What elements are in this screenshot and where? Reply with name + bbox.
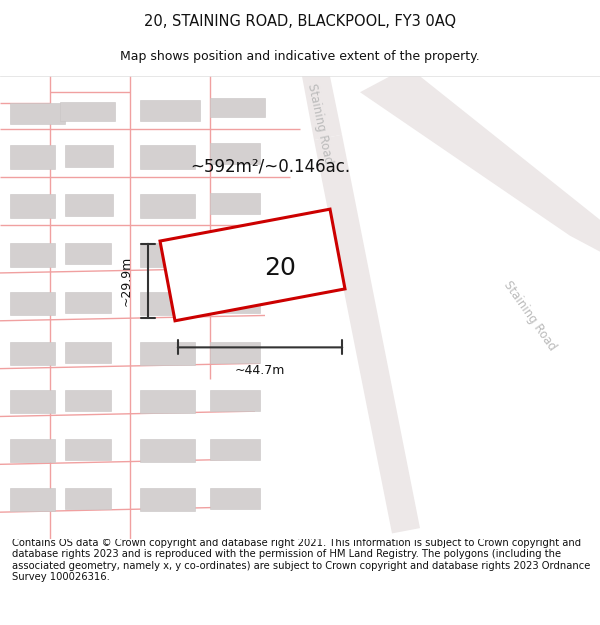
Text: ~592m²/~0.146ac.: ~592m²/~0.146ac. <box>190 158 350 176</box>
Bar <box>140 292 195 316</box>
Text: ~29.9m: ~29.9m <box>119 256 133 306</box>
Bar <box>10 146 55 169</box>
Bar <box>65 342 111 363</box>
Polygon shape <box>302 76 342 140</box>
Polygon shape <box>360 76 600 252</box>
Bar <box>210 143 260 164</box>
Bar <box>10 342 55 366</box>
Bar <box>210 342 260 363</box>
Text: ~44.7m: ~44.7m <box>235 364 285 378</box>
Text: 20, STAINING ROAD, BLACKPOOL, FY3 0AQ: 20, STAINING ROAD, BLACKPOOL, FY3 0AQ <box>144 14 456 29</box>
Text: Staining Road: Staining Road <box>305 82 335 166</box>
Bar <box>140 194 195 218</box>
Text: 20: 20 <box>264 256 296 279</box>
Bar <box>140 439 195 462</box>
Bar <box>60 102 115 121</box>
Bar <box>65 194 113 216</box>
Bar <box>140 243 195 267</box>
Text: Staining Road: Staining Road <box>501 278 559 352</box>
Text: Contains OS data © Crown copyright and database right 2021. This information is : Contains OS data © Crown copyright and d… <box>12 538 590 582</box>
Bar <box>65 146 113 167</box>
Bar <box>140 390 195 413</box>
Bar <box>65 243 111 264</box>
Bar <box>10 439 55 462</box>
Bar <box>65 390 111 411</box>
Bar <box>210 98 265 117</box>
Bar <box>10 390 55 413</box>
Bar <box>140 342 195 366</box>
Polygon shape <box>314 135 420 533</box>
Bar <box>10 103 65 124</box>
Bar <box>10 194 55 218</box>
Bar <box>65 439 111 460</box>
Bar <box>65 292 111 313</box>
Text: Map shows position and indicative extent of the property.: Map shows position and indicative extent… <box>120 49 480 62</box>
Bar <box>10 292 55 316</box>
Bar <box>10 488 55 511</box>
Bar <box>210 292 260 313</box>
Polygon shape <box>160 209 345 321</box>
Bar <box>210 243 260 264</box>
Bar <box>140 488 195 511</box>
Bar <box>10 243 55 267</box>
Bar <box>210 390 260 411</box>
Bar <box>140 99 200 121</box>
Bar <box>210 439 260 460</box>
Bar <box>210 488 260 509</box>
Bar <box>65 488 111 509</box>
Bar <box>140 146 195 169</box>
Bar <box>210 193 260 214</box>
